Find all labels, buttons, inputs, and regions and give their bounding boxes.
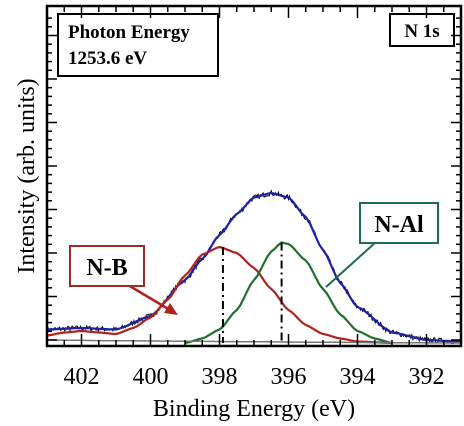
nb-label: N-B xyxy=(86,255,127,281)
x-tick-label: 398 xyxy=(202,364,238,390)
peak-markers xyxy=(221,242,283,343)
series-n-b-component xyxy=(47,245,393,345)
series-n-al-component xyxy=(184,241,393,345)
photon-energy-label: Photon Energy xyxy=(68,22,190,43)
axis-ticks xyxy=(46,6,462,346)
core-level-label: N 1s xyxy=(404,21,439,42)
nb-arrow xyxy=(127,283,171,312)
y-axis-label: Intensity (arb. units) xyxy=(14,78,40,273)
series-envelope-fit xyxy=(47,191,461,343)
x-tick-label: 392 xyxy=(409,364,445,390)
nb-annotation: N-B xyxy=(69,245,178,315)
nal-arrow xyxy=(325,241,377,288)
nal-annotation: N-Al xyxy=(325,202,439,288)
nal-label: N-Al xyxy=(374,212,424,238)
nb-arrow-head xyxy=(164,303,178,315)
photon-energy-box-border xyxy=(57,13,219,77)
photon-energy-value: 1253.6 eV xyxy=(68,48,147,69)
x-axis-label: Binding Energy (eV) xyxy=(153,396,355,422)
core-level-box: N 1s xyxy=(389,13,455,47)
x-tick-labels: 402 400 398 396 394 392 xyxy=(64,364,445,390)
nb-label-box xyxy=(69,245,145,287)
x-tick-label: 400 xyxy=(133,364,169,390)
nal-label-box xyxy=(359,202,439,244)
core-level-box-border xyxy=(389,13,455,47)
photon-energy-box: Photon Energy 1253.6 eV xyxy=(57,13,219,77)
x-tick-label: 394 xyxy=(340,364,376,390)
x-tick-label: 396 xyxy=(271,364,307,390)
x-tick-label: 402 xyxy=(64,364,100,390)
